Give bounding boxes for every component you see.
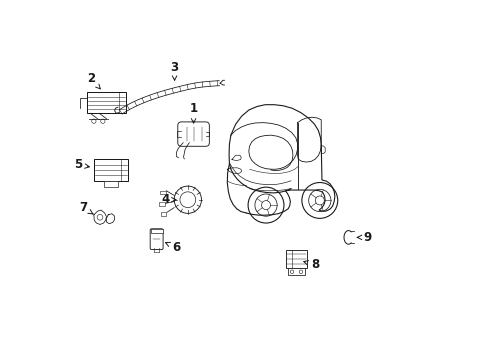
Text: 8: 8 xyxy=(303,258,319,271)
Text: 1: 1 xyxy=(189,103,197,123)
FancyBboxPatch shape xyxy=(150,229,163,249)
Bar xyxy=(150,229,163,233)
Bar xyxy=(94,159,128,181)
Text: 5: 5 xyxy=(74,158,89,171)
Text: 4: 4 xyxy=(161,193,176,206)
Text: 7: 7 xyxy=(79,202,93,215)
Bar xyxy=(104,181,118,187)
FancyBboxPatch shape xyxy=(178,122,209,146)
Bar xyxy=(160,191,165,194)
Bar xyxy=(287,268,305,275)
Bar xyxy=(160,212,166,216)
Bar xyxy=(159,202,164,206)
Text: 9: 9 xyxy=(357,231,371,244)
Text: 6: 6 xyxy=(165,241,180,254)
Text: 2: 2 xyxy=(87,72,100,89)
Bar xyxy=(86,93,126,113)
Text: 3: 3 xyxy=(170,60,178,80)
Bar xyxy=(285,249,306,268)
